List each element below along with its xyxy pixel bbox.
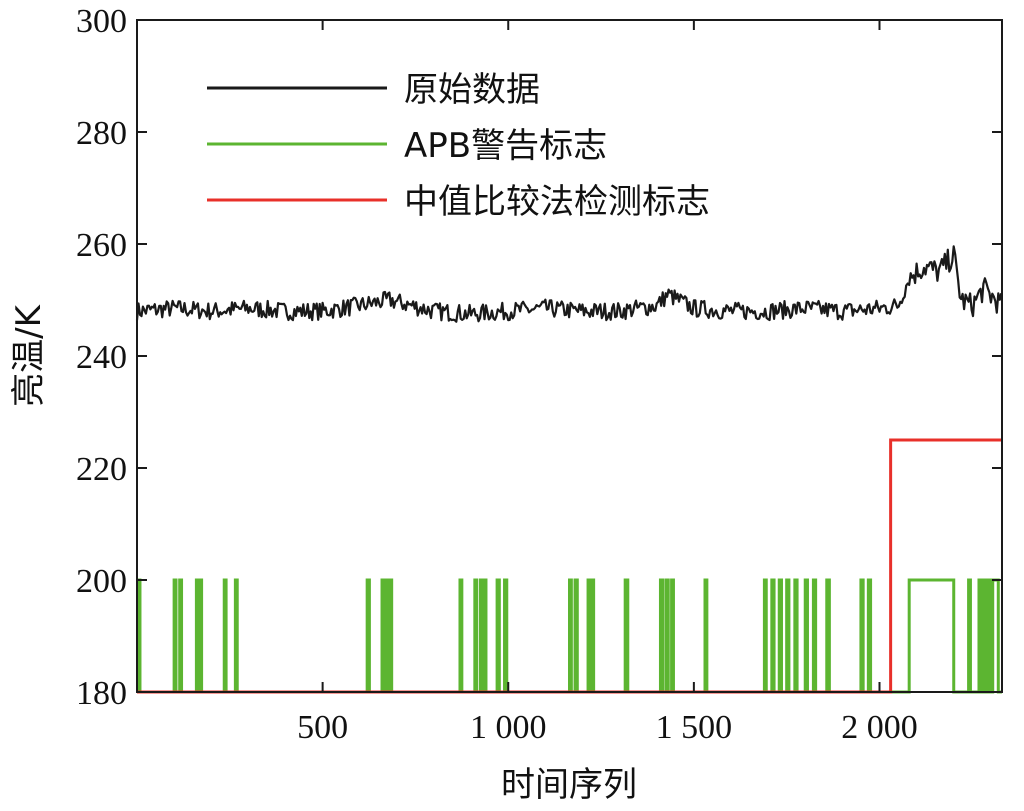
x-tick-label: 2 000 — [841, 709, 918, 746]
y-tick-label: 220 — [76, 451, 127, 488]
y-tick-label: 200 — [76, 563, 127, 600]
y-tick-label: 240 — [76, 339, 127, 376]
legend: 原始数据 APB警告标志 中值比较法检测标志 — [207, 70, 710, 222]
x-tick-label: 1 000 — [470, 709, 547, 746]
y-tick-label: 280 — [76, 115, 127, 152]
legend-label-raw-data: 原始数据 — [404, 70, 540, 110]
y-tick-label: 300 — [76, 3, 127, 40]
x-tick-label: 1 500 — [656, 709, 733, 746]
legend-label-apb-warning: APB警告标志 — [404, 126, 607, 166]
y-tick-label: 260 — [76, 227, 127, 264]
x-tick-label: 500 — [297, 709, 348, 746]
x-axis-title: 时间序列 — [501, 765, 637, 805]
y-axis-title: 亮温/K — [9, 303, 49, 406]
x-axis: 500 1 000 1 500 2 000 — [297, 20, 918, 746]
y-axis: 180 200 220 240 260 280 300 — [76, 3, 1002, 712]
legend-label-median-detection: 中值比较法检测标志 — [404, 182, 710, 222]
series-raw-data-line — [135, 245, 1003, 323]
y-tick-label: 180 — [76, 675, 127, 712]
